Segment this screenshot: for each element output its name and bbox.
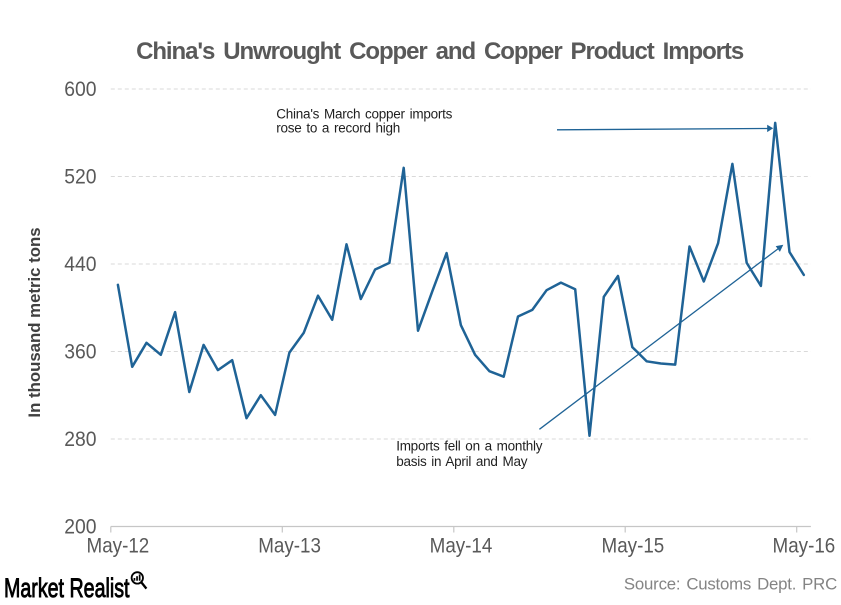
svg-text:China's Unwrought Copper and C: China's Unwrought Copper and Copper Prod… (136, 38, 744, 65)
svg-text:China's March copper imports: China's March copper imports (276, 106, 452, 121)
svg-text:200: 200 (64, 515, 96, 539)
svg-text:rose to a record high: rose to a record high (276, 121, 400, 136)
svg-text:May-12: May-12 (87, 535, 150, 558)
svg-text:May-16: May-16 (773, 535, 836, 558)
svg-text:In thousand metric tons: In thousand metric tons (25, 227, 44, 417)
svg-text:280: 280 (64, 427, 96, 451)
svg-text:May-15: May-15 (602, 535, 665, 558)
svg-text:May-13: May-13 (258, 535, 321, 558)
svg-text:Market Realist: Market Realist (4, 573, 130, 600)
svg-text:520: 520 (64, 165, 96, 189)
svg-text:Source: Customs Dept. PRC: Source: Customs Dept. PRC (624, 574, 837, 593)
svg-text:May-14: May-14 (430, 535, 493, 558)
svg-text:360: 360 (64, 340, 96, 364)
svg-text:600: 600 (64, 77, 96, 101)
svg-text:Imports fell on a monthly: Imports fell on a monthly (396, 439, 543, 454)
svg-text:basis in April and May: basis in April and May (396, 454, 528, 469)
svg-text:440: 440 (64, 252, 96, 276)
